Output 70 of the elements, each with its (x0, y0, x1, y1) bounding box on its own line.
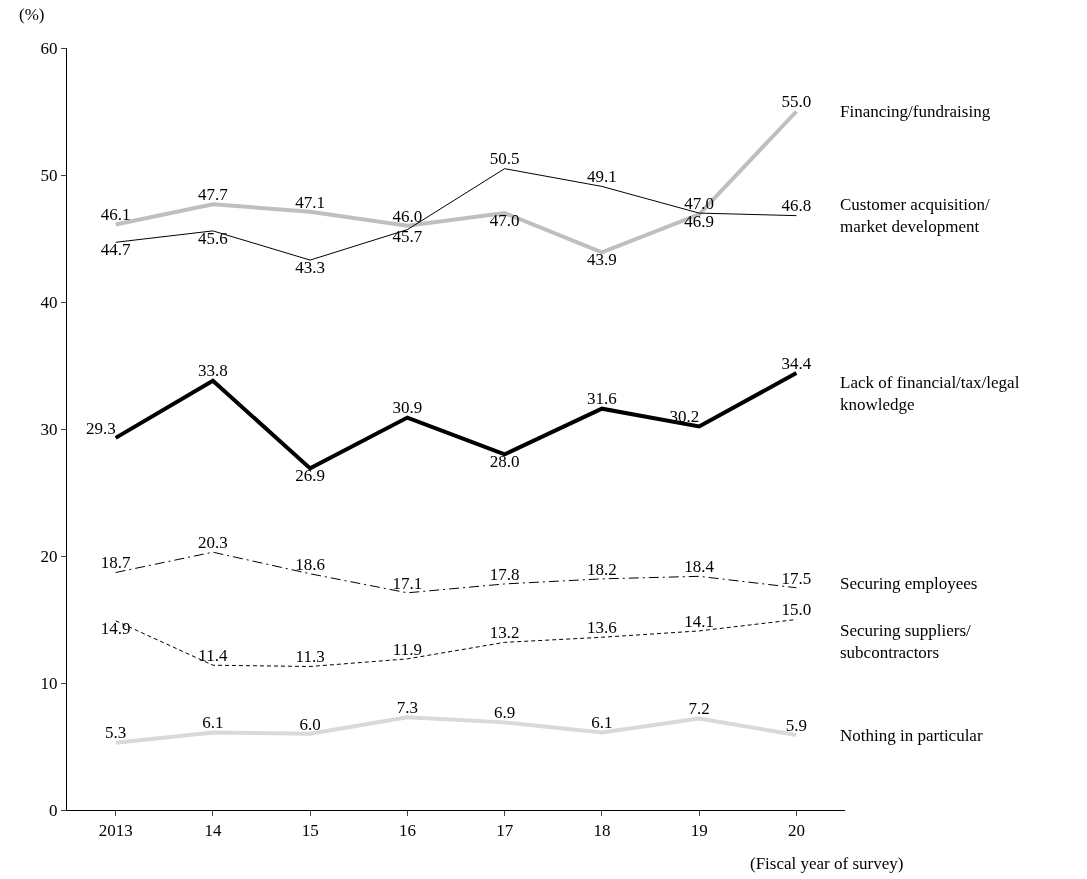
data-label: 6.1 (591, 713, 613, 733)
data-label: 7.2 (688, 699, 710, 719)
data-label: 31.6 (587, 389, 617, 409)
y-tick-label: 60 (40, 38, 58, 58)
x-tick-label: 16 (398, 821, 416, 841)
data-label: 46.0 (392, 206, 423, 226)
data-label: 18.4 (684, 557, 715, 577)
text: Securing suppliers/ subcontractors (840, 621, 972, 663)
data-label: 11.4 (198, 645, 228, 665)
text: Nothing in particular (840, 726, 983, 745)
x-tick-label: 2013 (98, 821, 133, 841)
data-label: 20.3 (198, 532, 228, 552)
data-label: 14.1 (684, 611, 715, 631)
data-label: 55.0 (781, 92, 812, 112)
data-label: 47.1 (295, 192, 326, 212)
y-tick-label: 0 (49, 800, 58, 820)
data-label: 47.7 (198, 184, 229, 204)
data-label: 18.6 (295, 554, 326, 574)
data-label: 43.3 (295, 257, 326, 277)
data-label: 47.0 (489, 210, 520, 230)
data-label: 17.8 (489, 564, 520, 584)
text: Securing employees (840, 574, 978, 593)
data-label: 46.8 (781, 196, 812, 216)
y-tick-label: 40 (40, 292, 58, 312)
data-label: 44.7 (100, 240, 132, 260)
data-label: 15.0 (781, 600, 812, 620)
data-label: 6.9 (494, 703, 516, 723)
data-label: 46.1 (100, 205, 131, 225)
data-label: 7.3 (396, 698, 419, 718)
x-tick-label: 17 (496, 821, 514, 841)
data-label: 6.0 (299, 714, 321, 734)
x-tick-label: 20 (787, 821, 805, 841)
data-label: 5.9 (785, 715, 808, 735)
data-label: 50.5 (489, 149, 520, 169)
data-label: 46.9 (684, 212, 715, 232)
data-label: 26.9 (295, 466, 326, 486)
y-tick-label: 20 (40, 546, 58, 566)
data-label: 14.9 (100, 618, 131, 638)
x-tick-label: 14 (204, 821, 222, 841)
data-label: 33.8 (198, 361, 228, 381)
y-tick-label: 50 (40, 165, 58, 185)
data-label: 17.5 (781, 568, 812, 588)
data-label: 5.3 (105, 723, 127, 743)
data-label: 13.6 (587, 618, 617, 638)
y-tick-label: 10 (40, 673, 58, 693)
data-label: 18.2 (587, 559, 617, 579)
y-axis-title: (%) (19, 5, 45, 24)
data-label: 30.9 (392, 398, 423, 418)
data-label: 11.3 (295, 647, 325, 667)
data-label: 17.1 (392, 573, 423, 593)
text: Lack of financial/tax/legal knowledge (840, 373, 1020, 415)
data-label: 18.7 (100, 553, 132, 573)
data-label: 43.9 (587, 250, 617, 270)
data-label: 29.3 (85, 418, 116, 438)
data-label: 49.1 (587, 167, 617, 187)
x-axis-title: (Fiscal year of survey) (750, 854, 904, 873)
data-label: 45.6 (198, 228, 228, 248)
text: Financing/fundraising (840, 102, 991, 121)
x-tick-label: 19 (690, 821, 708, 841)
x-tick-label: 18 (593, 821, 611, 841)
data-label: 11.9 (392, 639, 422, 659)
x-tick-label: 15 (301, 821, 319, 841)
data-label: 28.0 (489, 452, 520, 472)
data-label: 45.7 (392, 227, 423, 247)
data-label: 47.0 (684, 193, 715, 213)
data-label: 6.1 (202, 713, 224, 733)
text: Customer acquisition/ market development (840, 195, 990, 237)
y-tick-label: 30 (40, 419, 58, 439)
data-label: 34.4 (781, 353, 812, 373)
data-label: 13.2 (489, 623, 520, 643)
